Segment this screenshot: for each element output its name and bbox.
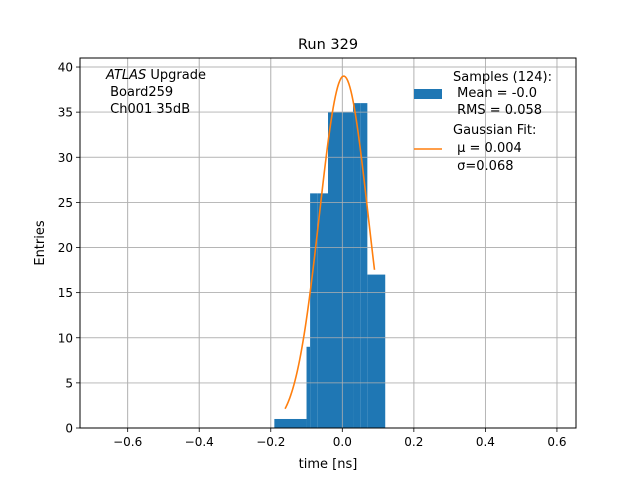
x-tick-label: 0.6: [547, 435, 566, 449]
y-axis-label: Entries: [33, 220, 48, 266]
histogram-bar: [328, 112, 343, 429]
histogram-bar: [310, 193, 318, 428]
legend-samples-line-2: Mean = -0.0: [453, 86, 537, 101]
y-tick-label: 15: [58, 286, 73, 300]
gaussian-fit-curve: [284, 75, 376, 410]
histogram-bar: [342, 112, 354, 429]
x-tick-label: −0.2: [256, 435, 285, 449]
x-tick-label: 0.2: [404, 435, 423, 449]
y-tick-label: 25: [58, 196, 73, 210]
y-tick-label: 40: [58, 61, 73, 75]
atlas-annotation: ATLAS Upgrade Board259 Ch001 35dB: [105, 68, 206, 117]
y-tick-label: 10: [58, 331, 73, 345]
histogram-bars: [80, 58, 576, 429]
annotation-channel: Ch001 35dB: [106, 102, 190, 117]
legend-fit-line-3: σ=0.068: [453, 159, 513, 174]
histogram-bar: [306, 346, 311, 428]
legend-samples-patch: [414, 89, 442, 99]
legend-samples-line-3: RMS = 0.058: [453, 103, 542, 118]
histogram-bar: [274, 418, 307, 428]
legend-fit-line-1: Gaussian Fit:: [453, 123, 536, 138]
legend-fit-line-2: μ = 0.004: [453, 141, 522, 156]
legend-samples-line-1: Samples (124):: [453, 70, 552, 85]
histogram-bar: [367, 274, 386, 428]
annotation-atlas: ATLAS: [105, 68, 146, 83]
histogram-bar: [317, 193, 328, 428]
chart-title: Run 329: [298, 37, 358, 53]
annotation-board: Board259: [106, 85, 173, 100]
legend: Samples (124): Mean = -0.0 RMS = 0.058 G…: [414, 70, 552, 174]
y-tick-label: 0: [65, 422, 73, 436]
y-tick-label: 35: [58, 106, 73, 120]
y-axis-ticks: 0 5 10 15 20 25 30 35 40: [58, 61, 80, 436]
gaussian-fit: [284, 75, 376, 410]
histogram-bar: [353, 103, 361, 428]
annotation-upgrade: Upgrade: [146, 68, 206, 83]
annotation-line-1: ATLAS Upgrade: [105, 68, 206, 83]
x-axis-ticks: −0.6 −0.4 −0.2 0.0 0.2 0.4 0.6: [113, 428, 566, 449]
y-tick-label: 30: [58, 151, 73, 165]
plot-frame: [79, 57, 577, 429]
x-tick-label: −0.4: [185, 435, 214, 449]
x-tick-label: 0.0: [333, 435, 352, 449]
y-tick-label: 5: [65, 376, 73, 390]
x-axis-label: time [ns]: [299, 457, 358, 472]
x-tick-label: −0.6: [113, 435, 142, 449]
y-tick-label: 20: [58, 241, 73, 255]
histogram-bar: [360, 103, 368, 428]
x-tick-label: 0.4: [476, 435, 495, 449]
